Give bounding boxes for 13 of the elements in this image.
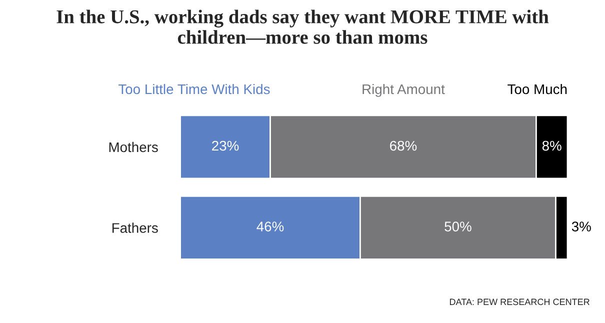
data-label: 46% xyxy=(256,222,284,232)
series-label: Too Little Time With Kids xyxy=(118,84,270,94)
data-label: 3% xyxy=(572,222,591,232)
data-label: 68% xyxy=(390,140,417,151)
y-tick-label: Mothers xyxy=(109,142,158,152)
series-label: Right Amount xyxy=(362,84,445,97)
data-label: 8% xyxy=(542,140,562,151)
chart-title: In the U.S., working dads say they want MORE TIME with children—more so than moms xyxy=(56,10,549,44)
text: DATA: PEW RESEARCH CENTER xyxy=(450,298,590,306)
y-tick-label: Fathers xyxy=(112,222,158,233)
series-label: Too Much xyxy=(508,84,567,94)
data-label: 50% xyxy=(444,222,472,232)
data-label: 23% xyxy=(212,140,239,151)
